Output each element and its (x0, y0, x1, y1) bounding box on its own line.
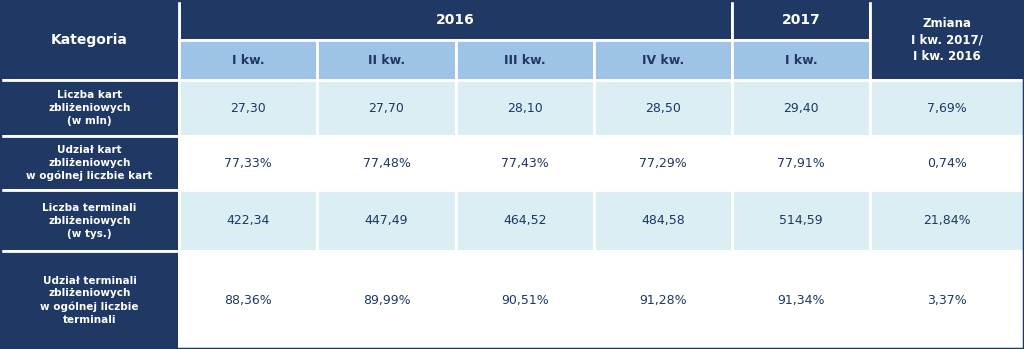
Text: 447,49: 447,49 (365, 214, 409, 227)
Bar (732, 0, 870, 40)
Bar (732, 80, 870, 136)
Bar (594, 40, 732, 80)
Text: 88,36%: 88,36% (224, 294, 272, 307)
Text: 91,28%: 91,28% (639, 294, 687, 307)
Text: 27,30: 27,30 (230, 102, 266, 115)
Bar (732, 190, 870, 251)
Bar (179, 80, 317, 136)
Text: Udział kart
zbliżeniowych
w ogólnej liczbie kart: Udział kart zbliżeniowych w ogólnej licz… (27, 145, 153, 181)
Text: 3,37%: 3,37% (928, 294, 967, 307)
Bar (870, 251, 1024, 349)
Text: Liczba kart
zbliżeniowych
(w mln): Liczba kart zbliżeniowych (w mln) (48, 90, 131, 126)
Bar (317, 40, 456, 80)
Bar (870, 80, 1024, 136)
Bar (732, 136, 870, 190)
Bar (594, 251, 732, 349)
Bar (456, 80, 594, 136)
Text: I kw.: I kw. (232, 54, 264, 67)
Bar (456, 251, 594, 349)
Text: 27,70: 27,70 (369, 102, 404, 115)
Text: 484,58: 484,58 (641, 214, 685, 227)
Bar (317, 190, 456, 251)
Text: 77,43%: 77,43% (501, 157, 549, 170)
Text: 464,52: 464,52 (503, 214, 547, 227)
Bar (179, 0, 732, 40)
Bar (732, 251, 870, 349)
Bar (179, 136, 317, 190)
Bar (594, 136, 732, 190)
Text: 28,50: 28,50 (645, 102, 681, 115)
Text: 77,29%: 77,29% (639, 157, 687, 170)
Text: 2017: 2017 (782, 13, 820, 27)
Text: Udział terminali
zbliżeniowych
w ogólnej liczbie
terminali: Udział terminali zbliżeniowych w ogólnej… (40, 276, 139, 325)
Bar (456, 40, 594, 80)
Text: IV kw.: IV kw. (642, 54, 684, 67)
Bar (0, 0, 179, 40)
Bar (732, 40, 870, 80)
Text: 21,84%: 21,84% (924, 214, 971, 227)
Bar (870, 190, 1024, 251)
Text: 422,34: 422,34 (226, 214, 270, 227)
Bar (317, 251, 456, 349)
Bar (0, 251, 179, 349)
Bar (0, 190, 179, 251)
Text: 29,40: 29,40 (783, 102, 819, 115)
Text: 89,99%: 89,99% (362, 294, 411, 307)
Text: Kategoria: Kategoria (51, 33, 128, 47)
Text: 0,74%: 0,74% (928, 157, 967, 170)
Text: 77,91%: 77,91% (777, 157, 825, 170)
Bar (456, 190, 594, 251)
Text: III kw.: III kw. (504, 54, 546, 67)
Text: 514,59: 514,59 (779, 214, 823, 227)
Text: 90,51%: 90,51% (501, 294, 549, 307)
Bar (870, 136, 1024, 190)
Text: II kw.: II kw. (368, 54, 406, 67)
Bar (594, 80, 732, 136)
Bar (0, 136, 179, 190)
Text: 7,69%: 7,69% (928, 102, 967, 115)
Bar (0, 0, 179, 80)
Bar (317, 136, 456, 190)
Text: I kw.: I kw. (785, 54, 817, 67)
Bar (317, 80, 456, 136)
Bar (456, 136, 594, 190)
Bar (179, 40, 317, 80)
Bar (0, 80, 179, 136)
Bar (594, 190, 732, 251)
Text: 77,33%: 77,33% (224, 157, 272, 170)
Text: 91,34%: 91,34% (777, 294, 825, 307)
Text: Liczba terminali
zbliżeniowych
(w tys.): Liczba terminali zbliżeniowych (w tys.) (42, 203, 137, 239)
Bar (870, 0, 1024, 40)
Bar (870, 0, 1024, 80)
Bar (179, 190, 317, 251)
Text: Zmiana
I kw. 2017/
I kw. 2016: Zmiana I kw. 2017/ I kw. 2016 (911, 17, 983, 63)
Bar (179, 251, 317, 349)
Text: 2016: 2016 (436, 13, 475, 27)
Text: 28,10: 28,10 (507, 102, 543, 115)
Text: 77,48%: 77,48% (362, 157, 411, 170)
